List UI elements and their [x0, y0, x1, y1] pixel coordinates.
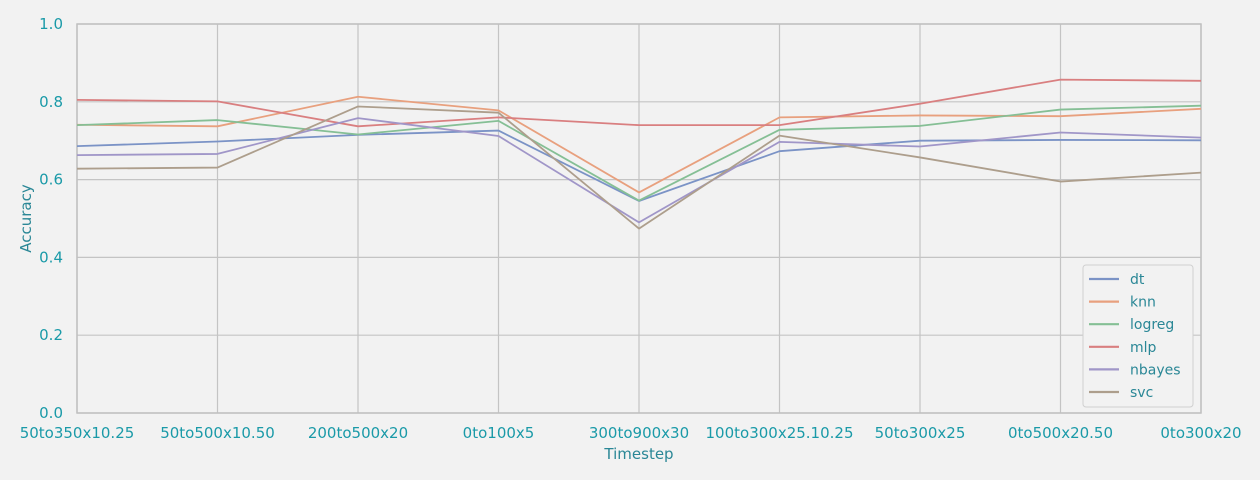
legend-label-knn: knn — [1130, 295, 1156, 311]
series-line-nbayes — [76, 117, 1202, 224]
series-line-logreg — [76, 104, 1202, 202]
x-tick-label: 50to500x10.50 — [160, 424, 275, 442]
x-tick-label: 100to300x25.10.25 — [706, 424, 854, 442]
x-axis-label: Timestep — [603, 445, 673, 463]
y-tick-labels: 0.0 0.2 0.4 0.6 0.8 1.0 — [39, 15, 63, 422]
series-line-knn — [76, 95, 1202, 194]
x-tick-label: 0to500x20.50 — [1008, 424, 1113, 442]
x-tick-label: 0to100x5 — [463, 424, 535, 442]
y-tick-label: 0.0 — [39, 404, 63, 422]
legend: dt knn logreg mlp nbayes svc — [1082, 264, 1194, 408]
x-tick-label: 0to300x20 — [1160, 424, 1241, 442]
x-tick-label: 50to300x25 — [875, 424, 966, 442]
y-tick-label: 0.4 — [39, 248, 63, 266]
x-tick-label: 50to350x10.25 — [20, 424, 135, 442]
y-axis-label: Accuracy — [17, 184, 35, 253]
legend-label-nbayes: nbayes — [1130, 362, 1181, 378]
series-lines — [76, 78, 1202, 230]
y-tick-label: 1.0 — [39, 15, 63, 33]
legend-label-svc: svc — [1130, 385, 1153, 401]
legend-label-logreg: logreg — [1130, 317, 1174, 333]
legend-label-dt: dt — [1130, 272, 1145, 288]
series-line-svc — [76, 105, 1202, 230]
x-tick-label: 300to900x30 — [589, 424, 689, 442]
x-tick-labels: 50to350x10.25 50to500x10.50 200to500x20 0to… — [20, 424, 1242, 442]
y-tick-label: 0.2 — [39, 326, 63, 344]
legend-label-mlp: mlp — [1130, 340, 1157, 356]
y-tick-label: 0.6 — [39, 171, 63, 189]
grid — [76, 23, 1202, 414]
series-line-mlp — [76, 78, 1202, 128]
y-tick-label: 0.8 — [39, 93, 63, 111]
plot-frame — [76, 23, 1202, 414]
x-tick-label: 200to500x20 — [308, 424, 408, 442]
